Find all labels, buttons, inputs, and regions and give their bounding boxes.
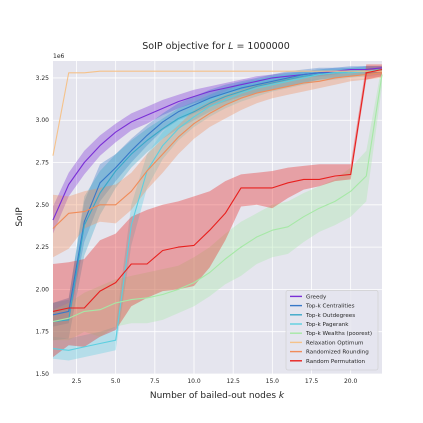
x-tick-label: 2.5 <box>72 378 82 385</box>
x-tick-label: 5.0 <box>111 378 121 385</box>
y-axis-label: SoIP <box>15 207 25 227</box>
series-lines <box>52 67 383 351</box>
legend-entry: Top-k Pagerank <box>305 322 349 328</box>
random-permutation-line <box>52 68 383 312</box>
top-k-centralities-line <box>52 68 383 316</box>
legend-box <box>285 290 379 371</box>
y-tick-label: 1.75 <box>36 329 50 336</box>
y-tick-label: 1.50 <box>36 371 50 378</box>
x-tick-label: 10.0 <box>187 378 201 385</box>
y-tick-label: 3.25 <box>36 75 50 82</box>
y-tick-label: 3.00 <box>36 117 50 124</box>
legend-entry: Top-k Outdegrees <box>305 313 355 319</box>
y-tick-label: 2.75 <box>36 160 50 167</box>
relaxation-optimum-line <box>52 70 382 156</box>
legend-entry: Random Permutation <box>306 359 366 365</box>
top-k-wealths-poorest-band <box>53 64 382 341</box>
top-k-pagerank-line <box>52 68 383 351</box>
x-axis-label: Number of bailed-out nodes k <box>150 391 285 401</box>
confidence-bands <box>53 64 382 361</box>
random-permutation-band <box>53 64 382 358</box>
x-tick-label: 20.0 <box>344 378 358 385</box>
y-scale-label: 1e6 <box>53 53 65 60</box>
y-tick-label: 2.25 <box>36 244 50 251</box>
x-tick-label: 12.5 <box>226 378 240 385</box>
legend-entry: Greedy <box>306 294 327 300</box>
randomized-rounding-line <box>52 72 383 229</box>
chart-title: SoIP objective for L = 1000000 <box>142 41 290 52</box>
legend: Greedy Top-k Centralities Top-k Outdegrees… <box>285 290 379 371</box>
greedy-line <box>52 67 383 221</box>
x-tick-label: 17.5 <box>305 378 319 385</box>
legend-entry: Top-k Centralities <box>305 304 355 310</box>
x-axis-ticks: 2.5 5.0 7.5 10.0 12.5 15.0 17.5 20.0 <box>72 378 358 385</box>
y-axis-ticks: 1.50 1.75 2.00 2.25 2.50 2.75 3.00 3.25 <box>36 75 50 378</box>
legend-entry: Randomized Rounding <box>306 350 369 356</box>
x-tick-label: 15.0 <box>266 378 280 385</box>
x-tick-label: 7.5 <box>150 378 160 385</box>
randomized-rounding-band <box>53 67 382 258</box>
y-tick-label: 2.00 <box>36 286 50 293</box>
top-k-wealths-poorest-line <box>52 74 383 323</box>
y-tick-label: 2.50 <box>36 202 50 209</box>
legend-entry: Relaxation Optimum <box>306 340 363 346</box>
legend-entry: Top-k Wealths (poorest) <box>305 331 372 337</box>
